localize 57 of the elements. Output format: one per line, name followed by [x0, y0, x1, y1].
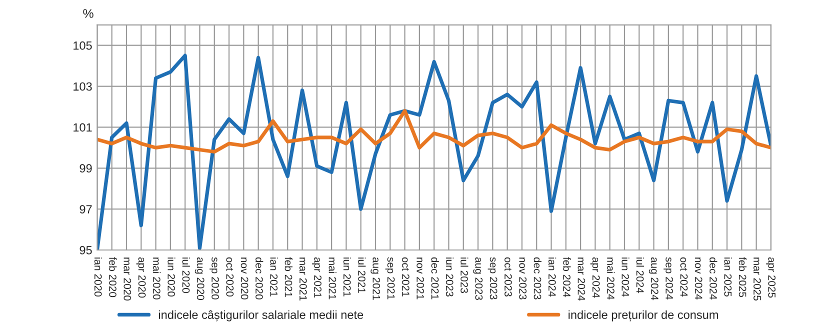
x-tick-label: aug 2024: [648, 257, 658, 300]
x-tick-label: apr 2024: [590, 257, 600, 298]
x-tick-label: ian 2020: [94, 258, 102, 296]
x-tick-label: mai 2021: [328, 258, 336, 300]
y-axis-title: %: [83, 9, 94, 18]
x-tick-label: feb 2025: [738, 257, 747, 298]
x-tick-label: sep 2021: [385, 257, 395, 300]
x-tick-label: nov 2021: [416, 258, 424, 300]
x-tick-label: iul 2020: [182, 258, 190, 294]
x-tick-label: dec 2020: [256, 257, 264, 300]
x-tick-label: dec 2024: [710, 257, 718, 300]
x-tick-label: iun 2023: [446, 258, 454, 296]
x-tick-label: iul 2024: [636, 258, 644, 294]
x-tick-label: sep 2020: [210, 257, 219, 300]
x-tick-label: apr 2025: [766, 257, 776, 298]
x-tick-label: ian 2025: [724, 258, 732, 296]
y-tick-label: 95: [80, 246, 92, 254]
x-tick-label: mar 2021: [299, 258, 307, 300]
x-tick-label: mar 2020: [124, 258, 132, 301]
x-tick-label: mar 2025: [754, 258, 761, 301]
line-series: [97, 109, 771, 154]
y-tick-label: 105: [74, 41, 92, 50]
x-tick-label: feb 2024: [563, 257, 571, 298]
x-tick-label: aug 2020: [194, 257, 204, 300]
y-tick-label: 103: [74, 82, 92, 91]
x-tick-label: iun 2020: [168, 258, 176, 296]
x-tick-label: oct 2023: [504, 257, 512, 296]
x-tick-label: nov 2024: [694, 258, 702, 300]
x-tick-label: apr 2020: [136, 257, 146, 298]
x-tick-label: oct 2020: [226, 257, 234, 296]
legend-label: indicele câștigurilor salariale medii nete: [159, 310, 364, 322]
x-tick-label: oct 2021: [402, 257, 410, 296]
legend-label: indicele prețurilor de consum: [568, 310, 718, 322]
x-tick-label: oct 2024: [680, 257, 688, 297]
y-tick-label: 101: [74, 123, 92, 132]
x-tick-label: sep 2023: [488, 257, 498, 300]
x-tick-label: ian 2024: [548, 258, 556, 297]
x-tick-label: mar 2024: [578, 258, 586, 301]
x-tick-label: iun 2021: [343, 258, 352, 296]
x-tick-label: aug 2021: [370, 257, 380, 300]
x-tick-label: aug 2023: [473, 257, 483, 300]
x-tick-label: mai 2020: [153, 258, 161, 300]
y-tick-label: 99: [80, 164, 92, 173]
x-tick-label: dec 2021: [431, 257, 439, 300]
x-tick-label: sep 2024: [664, 257, 674, 300]
x-tick-label: iul 2023: [460, 258, 468, 293]
x-tick-label: iun 2024: [622, 258, 630, 297]
x-tick-label: ian 2021: [270, 258, 278, 296]
y-tick-label: 97: [80, 205, 92, 214]
x-tick-label: nov 2020: [240, 258, 248, 300]
x-tick-label: nov 2023: [519, 258, 527, 300]
x-tick-label: apr 2021: [312, 257, 322, 298]
x-tick-label: mai 2024: [607, 258, 615, 300]
x-tick-label: iul 2021: [358, 258, 366, 293]
x-tick-label: dec 2023: [534, 257, 542, 300]
x-tick-label: feb 2020: [109, 257, 117, 298]
x-tick-label: feb 2021: [284, 257, 292, 297]
